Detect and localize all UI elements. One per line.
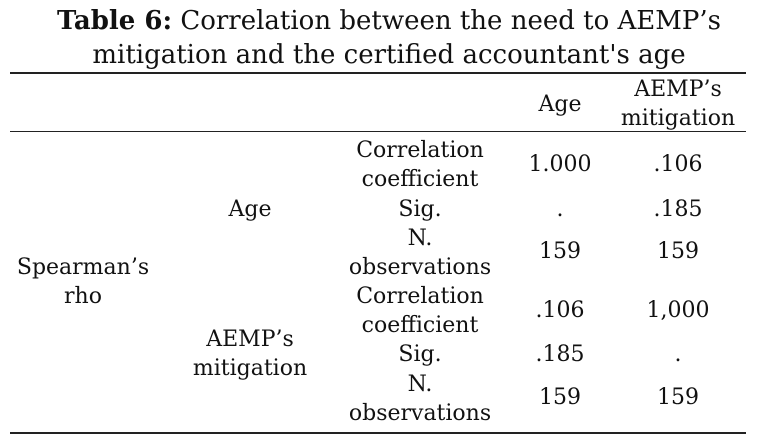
group-var-aemp: AEMP’s mitigation (170, 325, 330, 383)
group-var-aemp-line-1: AEMP’s (206, 327, 294, 352)
value-aemp: .185 (653, 197, 703, 222)
method-line-1: Spearman’s (16, 255, 150, 280)
stat-label-line-1: Correlation (356, 284, 484, 309)
value-age: .185 (535, 342, 585, 367)
header-age: Age (538, 92, 582, 117)
caption-text-line-2: mitigation and the certified accountant'… (92, 40, 686, 70)
stat-label: N. observations (335, 370, 505, 428)
table-header-rule (10, 131, 746, 132)
method-label: Spearman’s rho (10, 253, 156, 311)
stat-label: N. observations (335, 224, 505, 282)
value-aemp: 1,000 (646, 298, 710, 323)
caption-label: Table 6: (57, 6, 173, 36)
group-var-age: Age (228, 197, 272, 222)
value-age: .106 (535, 298, 585, 323)
value-aemp: .106 (653, 152, 703, 177)
table-top-rule (10, 72, 746, 74)
stat-label: Correlation coefficient (335, 282, 505, 340)
table-bottom-rule (10, 432, 746, 434)
stat-label-line-1: N. (407, 372, 433, 397)
caption-line-1: Table 6: Correlation between the need to… (0, 4, 778, 38)
value-aemp: 159 (657, 239, 699, 264)
stat-label: Correlation coefficient (335, 136, 505, 194)
method-line-2: rho (64, 284, 102, 309)
value-aemp: . (674, 342, 682, 367)
value-age: 1.000 (528, 152, 592, 177)
header-aemp-line-2: mitigation (620, 106, 736, 131)
value-age: 159 (539, 239, 581, 264)
stat-label-line-2: observations (348, 401, 492, 426)
stat-label: Sig. (398, 197, 442, 222)
header-aemp-line-1: AEMP’s (634, 77, 722, 102)
stat-label: Sig. (398, 342, 442, 367)
stat-label-line-2: coefficient (361, 167, 479, 192)
group-var-aemp-line-2: mitigation (192, 356, 308, 381)
stat-label-line-2: coefficient (361, 313, 479, 338)
header-aemp: AEMP’s mitigation (608, 75, 748, 133)
caption-text-line-1: Correlation between the need to AEMP’s (180, 6, 721, 36)
value-aemp: 159 (657, 385, 699, 410)
stat-label-line-1: N. (407, 226, 433, 251)
stat-label-line-1: Correlation (356, 138, 484, 163)
table-caption: Table 6: Correlation between the need to… (0, 4, 778, 72)
stat-label-line-2: observations (348, 255, 492, 280)
value-age: 159 (539, 385, 581, 410)
value-age: . (556, 197, 564, 222)
